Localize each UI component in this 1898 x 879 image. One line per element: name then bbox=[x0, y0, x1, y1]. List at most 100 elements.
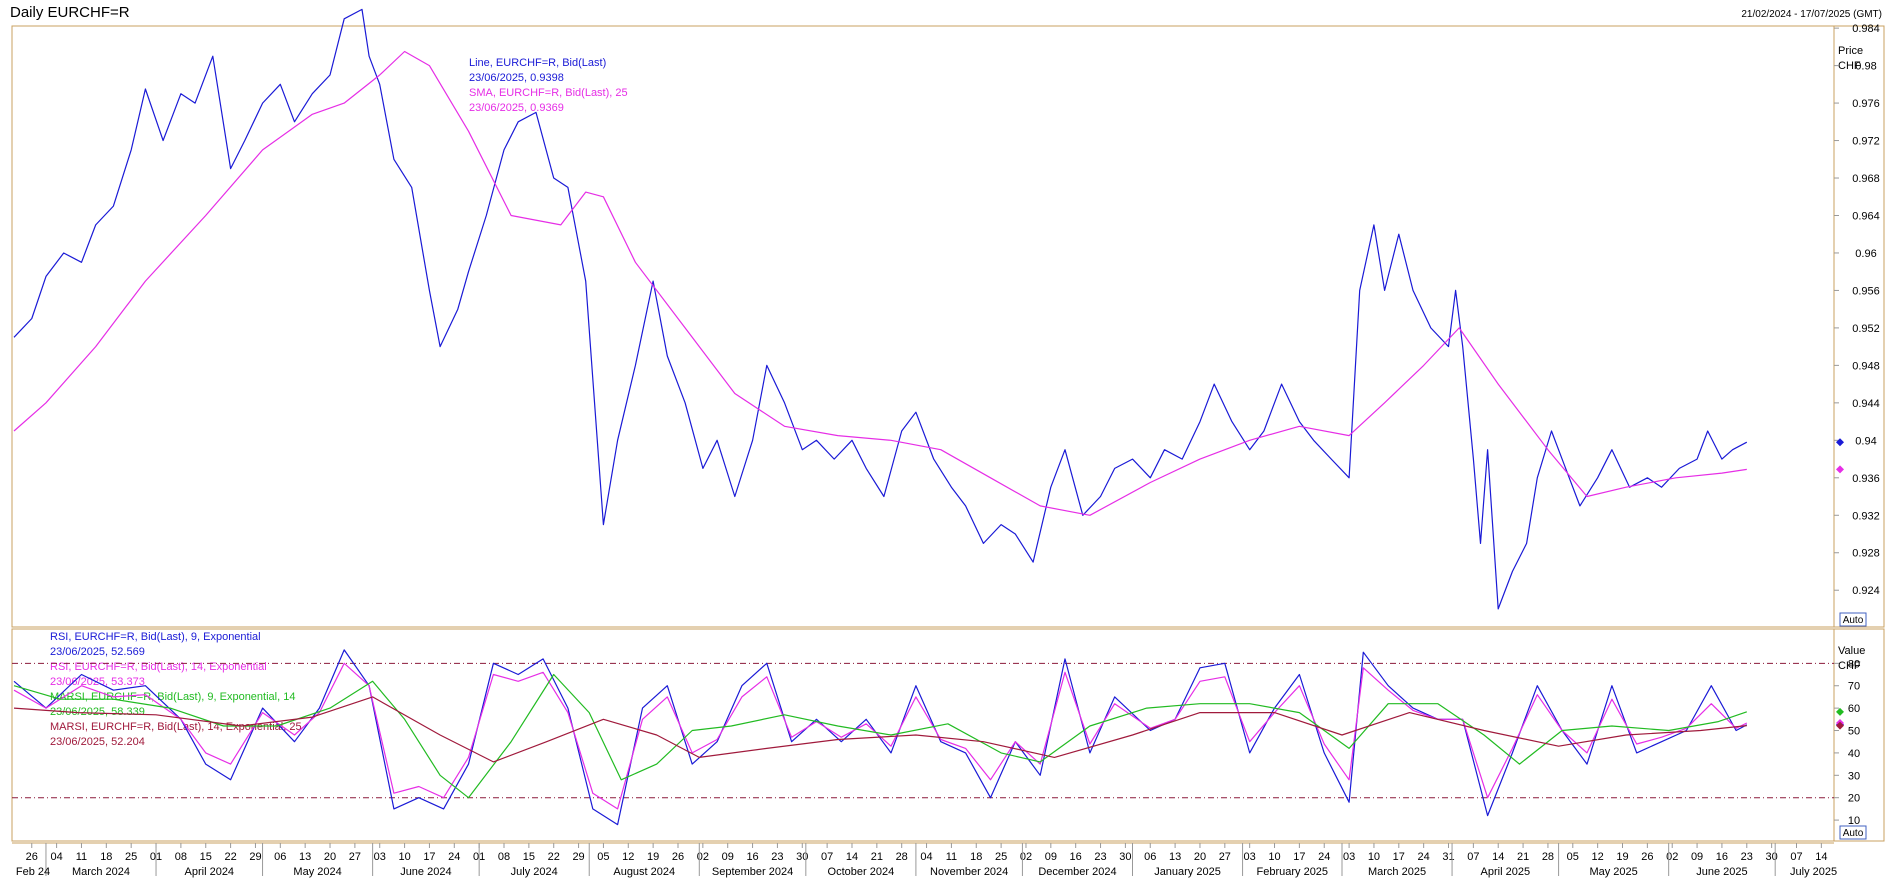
rsi-legend-line-7: MARSI, EURCHF=R, Bid(Last), 14, Exponent… bbox=[50, 721, 302, 733]
price-auto-button[interactable]: Auto bbox=[1839, 612, 1867, 627]
x-tick-label: 30 bbox=[1766, 851, 1778, 863]
x-tick-label: 28 bbox=[896, 851, 908, 863]
x-tick-label: 08 bbox=[175, 851, 187, 863]
x-tick-label: 23 bbox=[1094, 851, 1106, 863]
price-y-axis: 0.924 0.928 0.932 0.936 0.94 0.944 0.948 0.952 0… bbox=[1834, 23, 1880, 597]
rsi-reference-lines bbox=[12, 662, 1834, 799]
x-tick-label: 27 bbox=[349, 851, 361, 863]
rsi-auto-button[interactable]: Auto bbox=[1839, 825, 1867, 840]
price-tick-label: 0.924 bbox=[1852, 585, 1880, 597]
price-tick-label: 0.94 bbox=[1855, 435, 1876, 447]
rsi-legend-line-1: RSI, EURCHF=R, Bid(Last), 9, Exponential bbox=[50, 631, 261, 643]
price-tick-label: 0.944 bbox=[1852, 398, 1880, 410]
x-tick-label: 27 bbox=[1219, 851, 1231, 863]
price-legend: Line, EURCHF=R, Bid(Last) 23/06/2025, 0.… bbox=[469, 57, 628, 114]
price-legend-line-1: Line, EURCHF=R, Bid(Last) bbox=[469, 57, 606, 69]
x-tick-label: 14 bbox=[1815, 851, 1827, 863]
price-axis-title: Price bbox=[1838, 45, 1863, 57]
x-tick-label: 25 bbox=[995, 851, 1007, 863]
x-tick-label: 20 bbox=[324, 851, 336, 863]
x-tick-label: 03 bbox=[1244, 851, 1256, 863]
rsi-tick-label: 40 bbox=[1848, 748, 1860, 760]
x-month-label: July 2024 bbox=[511, 866, 558, 878]
rsi-legend-line-2: 23/06/2025, 52.569 bbox=[50, 646, 145, 658]
rsi-legend: RSI, EURCHF=R, Bid(Last), 9, Exponential… bbox=[50, 631, 302, 748]
price-tick-label: 0.968 bbox=[1852, 173, 1880, 185]
x-tick-label: 07 bbox=[1790, 851, 1802, 863]
x-tick-label: 25 bbox=[125, 851, 137, 863]
x-tick-label: 22 bbox=[224, 851, 236, 863]
price-tick-label: 0.932 bbox=[1852, 510, 1880, 522]
x-tick-label: 09 bbox=[1691, 851, 1703, 863]
price-tick-label: 0.948 bbox=[1852, 360, 1880, 372]
x-tick-label: 16 bbox=[1070, 851, 1082, 863]
x-month-label: Feb 24 bbox=[16, 866, 50, 878]
x-tick-label: 07 bbox=[1467, 851, 1479, 863]
price-tick-label: 0.972 bbox=[1852, 136, 1880, 148]
rsi-tick-label: 20 bbox=[1848, 793, 1860, 805]
x-tick-label: 09 bbox=[722, 851, 734, 863]
x-tick-label: 24 bbox=[1318, 851, 1330, 863]
x-month-label: February 2025 bbox=[1257, 866, 1329, 878]
date-range: 21/02/2024 - 17/07/2025 (GMT) bbox=[1741, 9, 1882, 20]
x-tick-label: 07 bbox=[821, 851, 833, 863]
last-value-markers bbox=[1836, 438, 1844, 730]
x-tick-label: 30 bbox=[1119, 851, 1131, 863]
x-month-label: December 2024 bbox=[1038, 866, 1116, 878]
price-tick-label: 0.952 bbox=[1852, 323, 1880, 335]
x-month-label: June 2024 bbox=[400, 866, 451, 878]
price-legend-line-4: 23/06/2025, 0.9369 bbox=[469, 102, 564, 114]
rsi-panel-frame bbox=[11, 628, 1885, 842]
x-tick-label: 23 bbox=[771, 851, 783, 863]
x-tick-label: 17 bbox=[1293, 851, 1305, 863]
x-tick-label: 02 bbox=[1666, 851, 1678, 863]
x-tick-label: 26 bbox=[26, 851, 38, 863]
price-tick-label: 0.976 bbox=[1852, 98, 1880, 110]
x-tick-label: 12 bbox=[622, 851, 634, 863]
rsi-tick-label: 10 bbox=[1848, 815, 1860, 827]
x-tick-label: 02 bbox=[697, 851, 709, 863]
x-tick-label: 05 bbox=[597, 851, 609, 863]
x-tick-label: 11 bbox=[76, 851, 87, 863]
x-tick-label: 21 bbox=[871, 851, 883, 863]
price-tick-label: 0.928 bbox=[1852, 548, 1880, 560]
x-tick-label: 18 bbox=[970, 851, 982, 863]
price-tick-label: 0.964 bbox=[1852, 210, 1880, 222]
x-tick-label: 14 bbox=[1492, 851, 1504, 863]
rsi-last-marker-4 bbox=[1836, 721, 1844, 730]
x-tick-label: 30 bbox=[796, 851, 808, 863]
x-tick-label: 13 bbox=[1169, 851, 1181, 863]
x-month-label: June 2025 bbox=[1696, 866, 1747, 878]
price-tick-label: 0.98 bbox=[1855, 61, 1876, 73]
price-legend-line-2: 23/06/2025, 0.9398 bbox=[469, 72, 564, 84]
rsi-tick-label: 70 bbox=[1848, 681, 1860, 693]
x-tick-label: 29 bbox=[249, 851, 261, 863]
x-tick-label: 04 bbox=[50, 851, 62, 863]
x-tick-label: 14 bbox=[846, 851, 858, 863]
x-tick-label: 05 bbox=[1567, 851, 1579, 863]
x-month-label: May 2024 bbox=[293, 866, 341, 878]
x-tick-label: 10 bbox=[1268, 851, 1280, 863]
x-tick-label: 03 bbox=[1343, 851, 1355, 863]
rsi-series-3 bbox=[13, 673, 1747, 799]
x-tick-label: 17 bbox=[423, 851, 435, 863]
x-tick-label: 11 bbox=[946, 851, 957, 863]
x-tick-label: 06 bbox=[1144, 851, 1156, 863]
x-tick-label: 10 bbox=[398, 851, 410, 863]
x-month-label: November 2024 bbox=[930, 866, 1008, 878]
x-tick-label: 10 bbox=[1368, 851, 1380, 863]
x-tick-label: 15 bbox=[200, 851, 212, 863]
x-month-label: April 2025 bbox=[1481, 866, 1531, 878]
x-axis: 26 04 11 18 25 01 08 15 22 29 06 13 20 27 03 10 17 24 01 08… bbox=[16, 843, 1837, 878]
x-tick-label: 03 bbox=[374, 851, 386, 863]
x-tick-label: 26 bbox=[1641, 851, 1653, 863]
series-layer bbox=[13, 8, 1748, 826]
x-tick-label: 17 bbox=[1393, 851, 1405, 863]
price-tick-label: 0.984 bbox=[1852, 23, 1880, 35]
price-tick-label: 0.936 bbox=[1852, 473, 1880, 485]
rsi-tick-label: 80 bbox=[1848, 658, 1860, 670]
x-tick-label: 16 bbox=[1716, 851, 1728, 863]
x-tick-label: 24 bbox=[1418, 851, 1430, 863]
price-tick-label: 0.956 bbox=[1852, 285, 1880, 297]
